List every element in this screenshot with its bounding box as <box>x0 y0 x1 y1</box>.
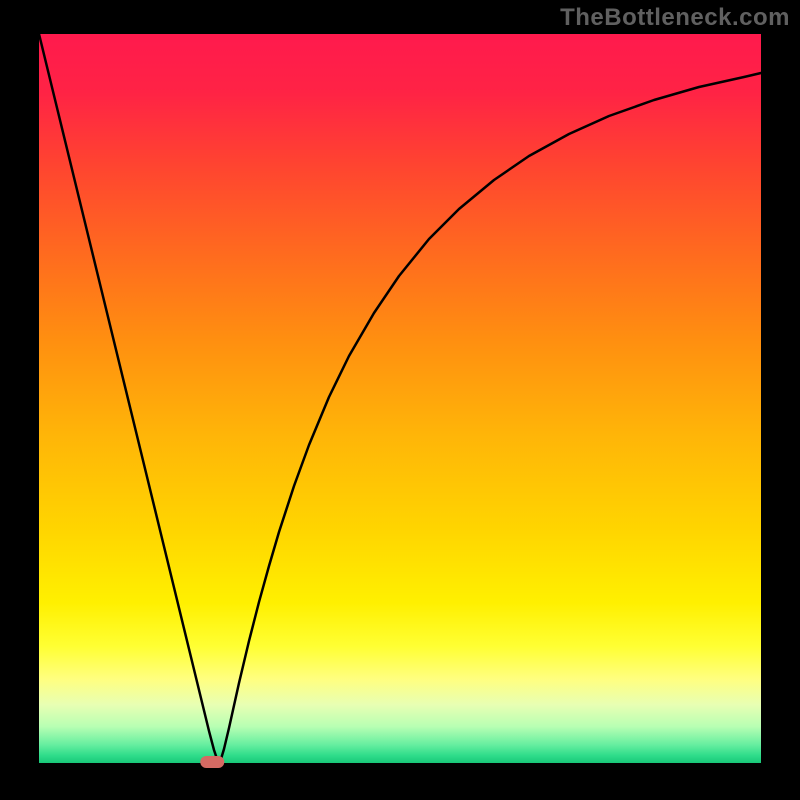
watermark-text: TheBottleneck.com <box>560 4 790 32</box>
minimum-marker <box>200 756 224 768</box>
bottleneck-chart <box>0 0 800 800</box>
chart-container: { "watermark": "TheBottleneck.com", "cha… <box>0 0 800 800</box>
plot-background-gradient <box>39 34 761 763</box>
